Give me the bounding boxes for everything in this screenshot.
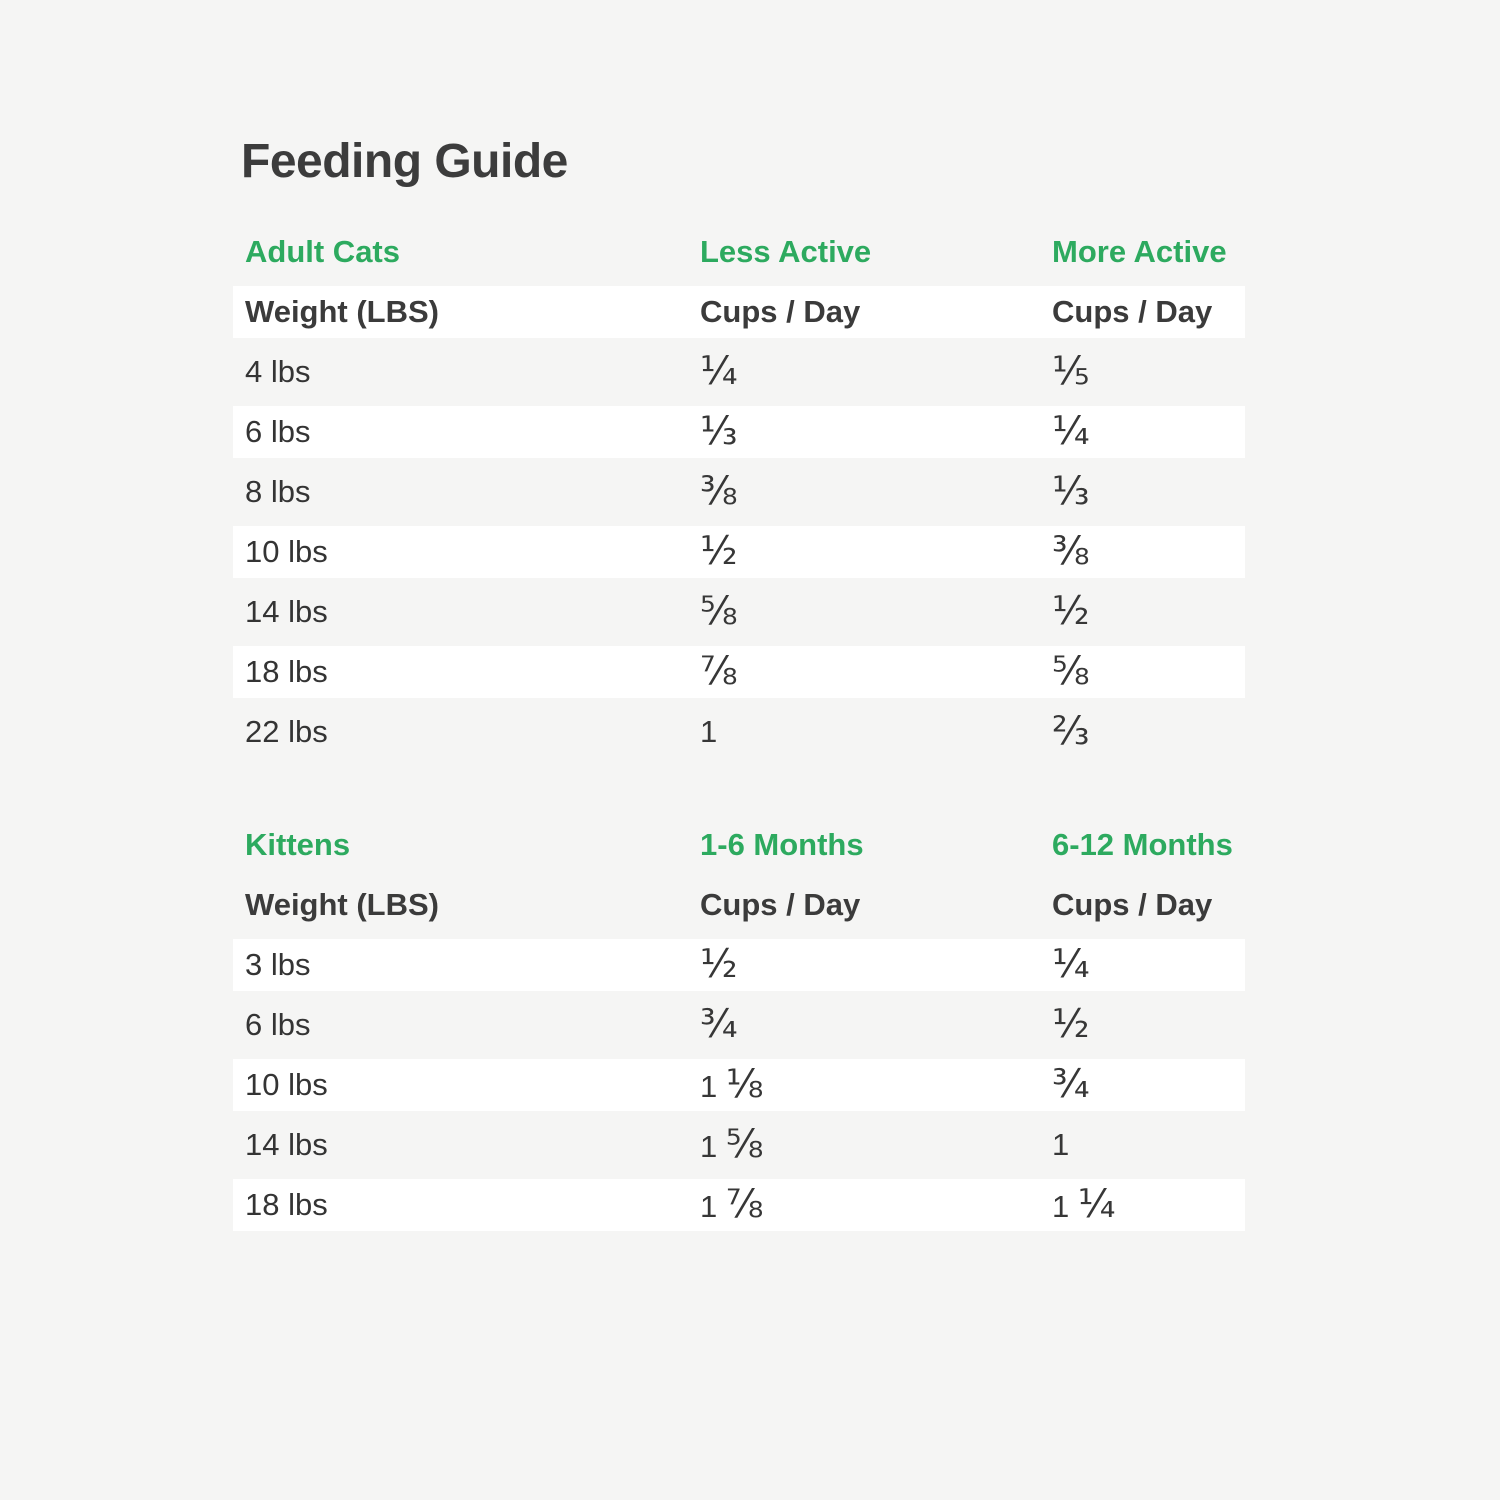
weight-cell: 6 lbs (245, 1007, 311, 1042)
cups-cell: 1 ⅝ (700, 1121, 764, 1167)
weight-cell: 6 lbs (245, 414, 311, 449)
period-header: More Active (1052, 234, 1227, 269)
cups-per-day-header: Cups / Day (1052, 294, 1213, 329)
period-header: Less Active (700, 234, 872, 269)
fraction-value: ½ (1052, 588, 1090, 634)
fraction-value: ¼ (700, 348, 738, 394)
cups-cell: ¼ (688, 352, 1040, 392)
fraction-value: ⅕ (1052, 348, 1090, 394)
fraction-value: ½ (1052, 1001, 1090, 1047)
cups-cell: ½ (688, 945, 1040, 985)
fraction-value: ¼ (1077, 1181, 1116, 1227)
fraction-value: ⅝ (700, 588, 738, 634)
adult-cats-table: Adult Cats Less Active More Active Weight (… (233, 222, 1245, 762)
fraction-value: ⅔ (1052, 708, 1090, 754)
fraction-value: ⅞ (700, 648, 738, 694)
fraction-value: ⅓ (1052, 468, 1090, 514)
fraction-value: ⅛ (725, 1061, 764, 1107)
data-row: 18 lbs ⅞ ⅝ (233, 642, 1245, 702)
cups-cell: 1 ⅞ (700, 1181, 764, 1227)
subheader-row: Weight (LBS) Cups / Day Cups / Day (233, 875, 1245, 935)
cups-cell: 1 (700, 714, 718, 749)
weight-cell: 4 lbs (245, 354, 311, 389)
fraction-value: ⅝ (1052, 648, 1090, 694)
section-title: Kittens (245, 827, 351, 862)
data-row: 6 lbs ¾ ½ (233, 995, 1245, 1055)
weight-cell: 18 lbs (245, 654, 328, 689)
fraction-value: ⅓ (700, 408, 738, 454)
fraction-value: ⅝ (725, 1121, 764, 1167)
green-row: Kittens 1-6 Months 6-12 Months (233, 815, 1245, 875)
period-header: 1-6 Months (700, 827, 864, 862)
cups-cell: ⅔ (1040, 712, 1245, 752)
cups-cell: ¾ (1040, 1065, 1245, 1105)
fraction-value: ½ (700, 941, 738, 987)
cups-cell: ⅜ (1040, 532, 1245, 572)
cups-cell: ⅕ (1040, 352, 1245, 392)
data-row: 14 lbs 1 ⅝ 1 (233, 1115, 1245, 1175)
weight-cell: 8 lbs (245, 474, 311, 509)
data-row: 3 lbs ½ ¼ (233, 935, 1245, 995)
cups-per-day-header: Cups / Day (700, 294, 861, 329)
weight-cell: 10 lbs (245, 534, 328, 569)
data-row: 14 lbs ⅝ ½ (233, 582, 1245, 642)
cups-cell: ¼ (1040, 412, 1245, 452)
cups-cell: ½ (1040, 592, 1245, 632)
subheader-row: Weight (LBS) Cups / Day Cups / Day (233, 282, 1245, 342)
fraction-value: ½ (700, 528, 738, 574)
fraction-value: ⅜ (700, 468, 738, 514)
weight-cell: 14 lbs (245, 594, 328, 629)
fraction-value: ⅜ (1052, 528, 1090, 574)
fraction-value: ¼ (1052, 941, 1090, 987)
cups-per-day-header: Cups / Day (1052, 887, 1213, 922)
fraction-value: ¾ (700, 1001, 738, 1047)
cups-cell: ½ (688, 532, 1040, 572)
cups-cell: ⅓ (688, 412, 1040, 452)
cups-cell: 1 ¼ (1052, 1181, 1116, 1227)
weight-cell: 10 lbs (245, 1067, 328, 1102)
fraction-value: ⅞ (725, 1181, 764, 1227)
cups-cell: ⅝ (688, 592, 1040, 632)
cups-cell: ½ (1040, 1005, 1245, 1045)
cups-cell: 1 (1052, 1127, 1070, 1162)
weight-cell: 22 lbs (245, 714, 328, 749)
section-title: Adult Cats (245, 234, 400, 269)
data-row: 6 lbs ⅓ ¼ (233, 402, 1245, 462)
weight-column-header: Weight (LBS) (245, 887, 440, 922)
cups-per-day-header: Cups / Day (700, 887, 861, 922)
cups-cell: 1 ⅛ (700, 1061, 764, 1107)
weight-column-header: Weight (LBS) (245, 294, 440, 329)
data-row: 10 lbs ½ ⅜ (233, 522, 1245, 582)
cups-cell: ¼ (1040, 945, 1245, 985)
weight-cell: 14 lbs (245, 1127, 328, 1162)
page-title: Feeding Guide (241, 135, 568, 188)
data-row: 8 lbs ⅜ ⅓ (233, 462, 1245, 522)
cups-cell: ⅝ (1040, 652, 1245, 692)
weight-cell: 3 lbs (245, 947, 311, 982)
fraction-value: ¾ (1052, 1061, 1090, 1107)
data-row: 18 lbs 1 ⅞ 1 ¼ (233, 1175, 1245, 1235)
cups-cell: ⅜ (688, 472, 1040, 512)
fraction-value: ¼ (1052, 408, 1090, 454)
green-row: Adult Cats Less Active More Active (233, 222, 1245, 282)
data-row: 22 lbs 1 ⅔ (233, 702, 1245, 762)
kittens-table: Kittens 1-6 Months 6-12 Months Weight (LBS)… (233, 815, 1245, 1235)
data-row: 10 lbs 1 ⅛ ¾ (233, 1055, 1245, 1115)
data-row: 4 lbs ¼ ⅕ (233, 342, 1245, 402)
period-header: 6-12 Months (1052, 827, 1233, 862)
weight-cell: 18 lbs (245, 1187, 328, 1222)
cups-cell: ⅓ (1040, 472, 1245, 512)
cups-cell: ¾ (688, 1005, 1040, 1045)
cups-cell: ⅞ (688, 652, 1040, 692)
